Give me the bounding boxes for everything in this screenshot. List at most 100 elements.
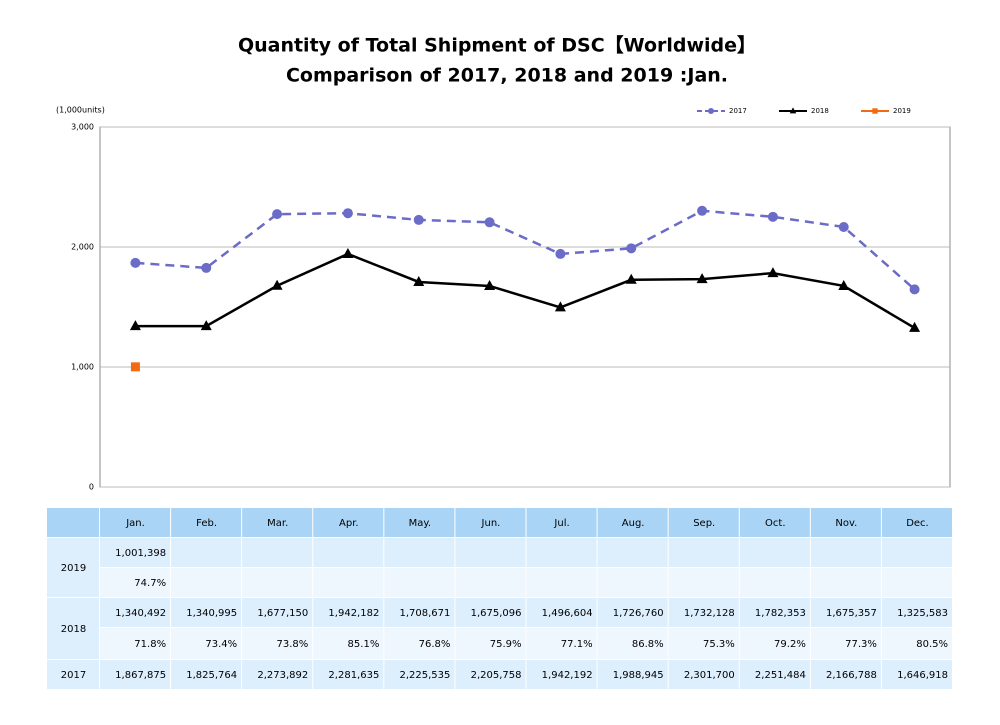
row-header: 2018 [61, 624, 86, 635]
table-value: 1,340,995 [186, 608, 237, 619]
table-cell [526, 628, 597, 659]
table-ratio: 77.3% [845, 639, 877, 650]
y-tick-label: 0 [89, 483, 94, 492]
row-header: 2017 [61, 670, 86, 681]
table-value: 1,708,671 [400, 608, 451, 619]
table-cell [47, 598, 99, 659]
table-cell [526, 508, 597, 537]
table-cell [597, 660, 668, 689]
y-axis-label: (1,000units) [56, 106, 105, 115]
table-ratio: 76.8% [419, 639, 451, 650]
table-cell [597, 628, 668, 659]
table-value: 2,205,758 [471, 670, 522, 681]
table-cell [100, 628, 171, 659]
data-point [767, 267, 779, 278]
table-cell [597, 538, 668, 567]
table-cell [242, 628, 313, 659]
legend-marker [872, 108, 878, 114]
data-point [696, 273, 708, 284]
table-cell [384, 660, 455, 689]
table-cell [668, 598, 739, 627]
table-cell [100, 568, 171, 597]
table-ratio: 71.8% [134, 639, 166, 650]
data-point [838, 221, 849, 232]
table-cell [597, 508, 668, 537]
table-value: 2,273,892 [257, 670, 308, 681]
table-cell [384, 508, 455, 537]
table-cell [881, 508, 952, 537]
data-point [484, 217, 495, 228]
table-cell [455, 660, 526, 689]
table-cell [739, 538, 810, 567]
table-cell [455, 538, 526, 567]
y-tick-label: 2,000 [71, 243, 94, 252]
data-point [909, 321, 921, 332]
row-header: 2019 [61, 563, 86, 574]
table-value: 2,301,700 [684, 670, 735, 681]
table-cell [313, 660, 384, 689]
table-value: 2,281,635 [328, 670, 379, 681]
data-point [200, 320, 212, 331]
data-point [413, 275, 425, 286]
table-ratio: 75.3% [703, 639, 735, 650]
table-value: 1,675,357 [826, 608, 877, 619]
data-point [413, 214, 424, 225]
table-ratio: 77.1% [561, 639, 593, 650]
table-ratio: 74.7% [134, 578, 166, 589]
legend-label: 2019 [893, 107, 911, 115]
table-cell [100, 508, 171, 537]
column-header: Aug. [622, 518, 645, 529]
table-value: 1,867,875 [115, 670, 166, 681]
table-cell [668, 508, 739, 537]
data-point [342, 247, 354, 258]
y-tick-label: 3,000 [71, 123, 94, 132]
table-cell [739, 568, 810, 597]
table-cell [171, 598, 242, 627]
data-point [130, 257, 141, 268]
series-line [135, 252, 916, 330]
table-cell [384, 628, 455, 659]
table-cell [242, 508, 313, 537]
table-cell [597, 568, 668, 597]
table-cell [455, 508, 526, 537]
table-cell [810, 568, 881, 597]
table-value: 1,675,096 [471, 608, 522, 619]
table-cell [597, 598, 668, 627]
table-cell [384, 568, 455, 597]
table-value: 1,340,492 [115, 608, 166, 619]
data-point [767, 211, 778, 222]
table-cell [739, 508, 810, 537]
data-point [697, 205, 708, 216]
table-value: 1,988,945 [613, 670, 664, 681]
table-cell [810, 508, 881, 537]
column-header: Oct. [765, 518, 785, 529]
column-header: Apr. [339, 518, 359, 529]
table-cell [384, 538, 455, 567]
table-ratio: 86.8% [632, 639, 664, 650]
column-header: Nov. [835, 518, 857, 529]
table-ratio: 73.8% [276, 639, 308, 650]
table-cell [100, 660, 171, 689]
series-line [135, 209, 916, 291]
table-cell [881, 660, 952, 689]
table-cell [810, 660, 881, 689]
table-cell [810, 538, 881, 567]
table-value: 2,225,535 [400, 670, 451, 681]
table-cell [313, 598, 384, 627]
data-point [130, 362, 140, 372]
table-cell [881, 568, 952, 597]
y-tick-label: 1,000 [71, 363, 94, 372]
table-value: 1,825,764 [186, 670, 237, 681]
table-cell [810, 598, 881, 627]
table-cell [171, 508, 242, 537]
data-point [555, 248, 566, 259]
table-value: 1,646,918 [897, 670, 948, 681]
table-cell [171, 568, 242, 597]
table-value: 1,732,128 [684, 608, 735, 619]
table-value: 1,677,150 [257, 608, 308, 619]
table-cell [47, 660, 99, 689]
table-cell [739, 628, 810, 659]
data-point [484, 279, 496, 290]
table-cell [313, 538, 384, 567]
table-cell [668, 538, 739, 567]
